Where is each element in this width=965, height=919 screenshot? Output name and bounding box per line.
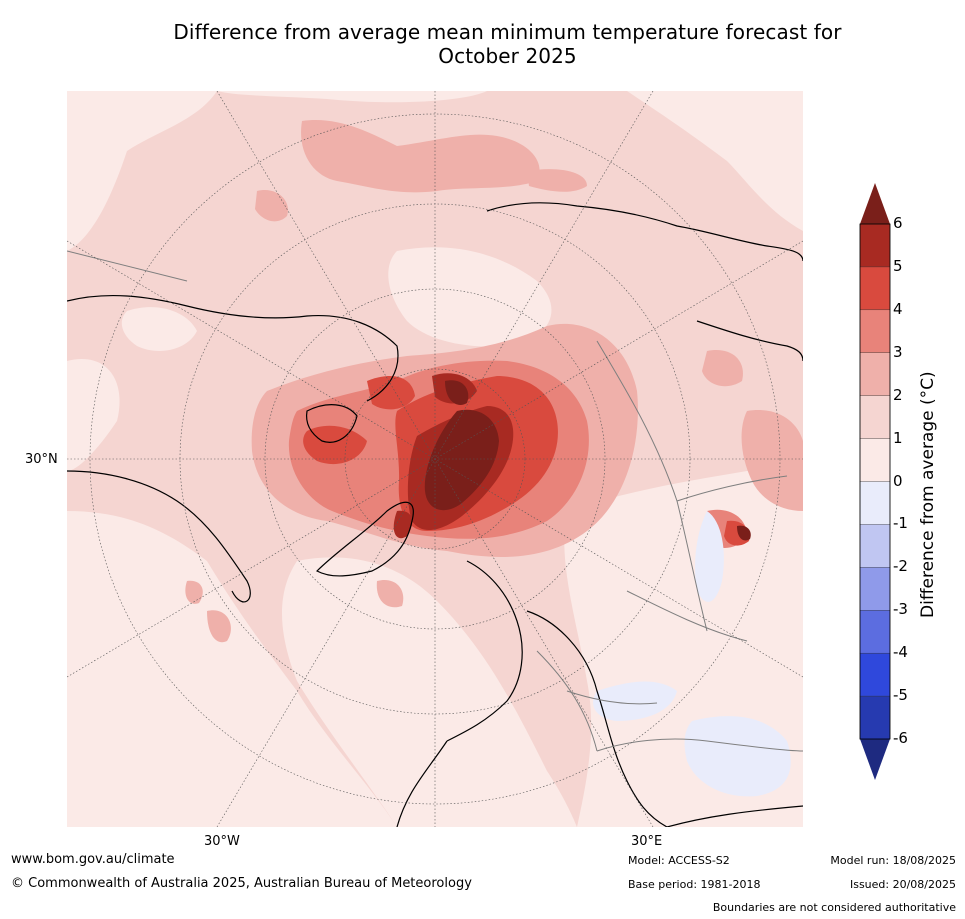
lon-label-30w: 30°W [204, 834, 240, 849]
colorbar-title: Difference from average (°C) [918, 371, 938, 618]
colorbar-tick-label: -2 [893, 557, 908, 576]
colorbar-tick-label: 2 [893, 385, 903, 404]
colorbar-band-m6tom5 [859, 695, 891, 740]
colorbar-arrow-top [860, 183, 890, 224]
footer-disclaimer: Boundaries are not considered authoritat… [712, 901, 956, 914]
colorbar-band-m1to0 [859, 481, 891, 525]
colorbar-band-m2tom1 [859, 524, 891, 568]
footer-issued: Issued: 20/08/2025 [849, 878, 956, 891]
colorbar-tick-label: 4 [893, 299, 903, 318]
colorbar-tick-label: -3 [893, 600, 908, 619]
footer-model: Model: ACCESS-S2 [628, 854, 730, 867]
colorbar-band-m4tom3 [859, 610, 891, 654]
colorbar-tick-label: 0 [893, 471, 903, 490]
lat-label-30n: 30°N [25, 452, 58, 467]
forecast-map[interactable] [67, 91, 803, 827]
coastlines [67, 202, 803, 827]
colorbar-band-0to1 [859, 438, 891, 483]
colorbar-tick-label: -6 [893, 729, 908, 747]
colorbar-arrow-bottom [860, 739, 890, 780]
colorbar-bands [859, 223, 891, 740]
title-line-2: October 2025 [438, 44, 577, 68]
country-boundaries [67, 250, 803, 752]
map-title: Difference from average mean minimum tem… [0, 20, 965, 68]
colorbar-band-m5tom4 [859, 652, 891, 697]
colorbar-tick-label: 3 [893, 342, 903, 361]
footer-base-period: Base period: 1981-2018 [628, 878, 761, 891]
colorbar-band-2to3 [859, 352, 891, 397]
colorbar [859, 183, 891, 780]
colorbar-tick-label: -5 [893, 686, 908, 705]
anomaly-negative-regions [593, 511, 791, 797]
colorbar-band-m3tom2 [859, 567, 891, 611]
colorbar-tick-label: -4 [893, 643, 908, 662]
colorbar-band-1to2 [859, 395, 891, 440]
colorbar-tick-label: 1 [893, 428, 903, 447]
lon-label-30e: 30°E [631, 834, 663, 849]
colorbar-tick-label: -1 [893, 514, 908, 533]
footer-copyright: © Commonwealth of Australia 2025, Austra… [11, 876, 472, 891]
colorbar-band-5to6 [859, 223, 891, 268]
map-canvas [67, 91, 803, 827]
colorbar-tick-label: 6 [893, 214, 903, 232]
title-line-1: Difference from average mean minimum tem… [173, 20, 842, 44]
colorbar-frame [859, 223, 891, 740]
graticule [67, 91, 803, 827]
colorbar-band-4to5 [859, 266, 891, 311]
footer-url[interactable]: www.bom.gov.au/climate [11, 852, 175, 867]
anomaly-above-6-regions [424, 380, 751, 541]
colorbar-tick-label: 5 [893, 256, 903, 275]
footer-model-run: Model run: 18/08/2025 [830, 854, 956, 867]
colorbar-band-3to4 [859, 309, 891, 354]
